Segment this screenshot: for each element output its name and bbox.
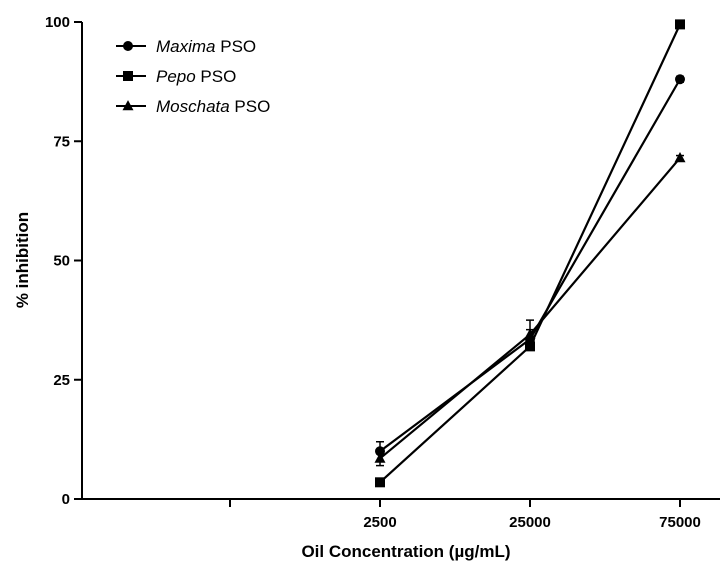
series-line bbox=[379, 78, 681, 453]
legend-label: Pepo PSO bbox=[156, 67, 236, 86]
legend-label: Moschata PSO bbox=[156, 97, 270, 116]
x-tick-label: 25000 bbox=[509, 514, 551, 531]
legend-marker bbox=[122, 100, 134, 111]
x-tick-label: 2500 bbox=[363, 514, 396, 531]
y-tick-label: 0 bbox=[62, 491, 70, 508]
series-line bbox=[379, 23, 681, 484]
legend-marker bbox=[123, 71, 133, 81]
data-point bbox=[375, 477, 385, 488]
legend-item-moschata: Moschata PSO bbox=[116, 97, 270, 116]
y-tick-label: 75 bbox=[53, 133, 70, 150]
y-axis-title: % inhibition bbox=[13, 212, 32, 308]
data-point bbox=[675, 74, 685, 85]
legend-label-species: Moschata bbox=[156, 97, 230, 116]
series-moschata bbox=[374, 152, 686, 467]
y-tick-label: 25 bbox=[53, 372, 70, 389]
series-line bbox=[379, 157, 681, 460]
series-maxima bbox=[375, 74, 685, 462]
legend-marker bbox=[123, 41, 133, 51]
x-tick-label: 75000 bbox=[659, 514, 701, 531]
data-point bbox=[374, 452, 386, 463]
series-layer bbox=[374, 19, 686, 488]
legend-label: Maxima PSO bbox=[156, 37, 256, 56]
data-point bbox=[675, 19, 685, 30]
data-point bbox=[524, 328, 536, 339]
legend-label-species: Maxima bbox=[156, 37, 216, 56]
legend-label-suffix: PSO bbox=[230, 97, 271, 116]
legend-label-species: Pepo bbox=[156, 67, 196, 86]
axes: 0 25 50 75 100 2500 25000 75000 bbox=[45, 14, 720, 531]
series-pepo bbox=[375, 19, 685, 488]
x-axis-title: Oil Concentration (µg/mL) bbox=[301, 542, 510, 561]
y-tick-label: 50 bbox=[53, 253, 70, 270]
legend-item-pepo: Pepo PSO bbox=[116, 67, 236, 86]
y-tick-label: 100 bbox=[45, 14, 70, 31]
data-point bbox=[674, 152, 686, 163]
legend-label-suffix: PSO bbox=[216, 37, 257, 56]
legend-label-suffix: PSO bbox=[196, 67, 237, 86]
legend-item-maxima: Maxima PSO bbox=[116, 37, 256, 56]
